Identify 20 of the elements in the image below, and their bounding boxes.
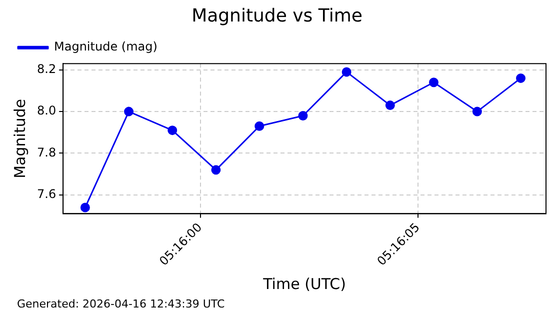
y-tick-label: 8.0 [36,104,56,118]
chart-title: Magnitude vs Time [192,5,362,26]
y-axis-title: Magnitude [10,98,29,178]
point [298,110,308,120]
y-tick-label: 7.6 [36,187,56,202]
text: Generated: 2026-04-16 12:43:39 UTC [17,297,226,310]
y-tick-label: 7.8 [36,145,56,160]
point [385,100,395,110]
point [80,202,90,212]
point [472,106,482,116]
point [168,126,178,136]
legend-label: Magnitude (mag) [54,40,158,54]
point [428,78,438,88]
point [211,165,221,175]
point [124,106,134,116]
point [342,67,352,77]
point [516,73,526,83]
x-axis-title: Time (UTC) [262,274,346,293]
point [254,121,264,131]
y-tick-label: 8.2 [36,62,56,76]
